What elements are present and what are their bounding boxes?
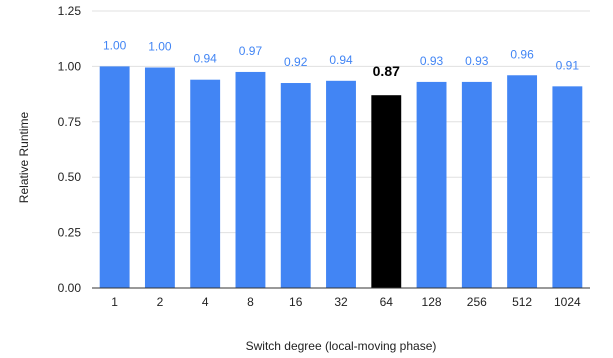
x-tick-label: 16 xyxy=(289,295,303,309)
bar-1024 xyxy=(552,86,583,289)
data-label-32: 0.94 xyxy=(329,53,353,67)
bar-4 xyxy=(190,79,221,288)
x-tick-label: 1024 xyxy=(554,295,581,309)
x-tick-label: 64 xyxy=(380,295,394,309)
x-tick-label: 512 xyxy=(512,295,532,309)
bar-1 xyxy=(99,66,130,289)
bar-32 xyxy=(326,80,356,288)
y-tick-label: 0.50 xyxy=(58,170,82,184)
y-axis-title: Relative Runtime xyxy=(17,111,31,203)
data-label-1024: 0.91 xyxy=(556,58,580,72)
x-axis-title: Switch degree (local-moving phase) xyxy=(246,339,437,353)
data-label-16: 0.92 xyxy=(284,55,308,69)
y-tick-label: 0.75 xyxy=(58,115,82,129)
data-label-512: 0.96 xyxy=(510,47,534,61)
bar-16 xyxy=(280,83,311,289)
bar-128 xyxy=(416,81,447,288)
data-label-2: 1.00 xyxy=(148,40,172,54)
bars xyxy=(99,66,583,289)
x-tick-label: 4 xyxy=(202,295,209,309)
data-label-1: 1.00 xyxy=(103,38,127,52)
x-axis-ticks: 1 2 4 8 16 32 64 128 256 512 1024 xyxy=(111,295,581,309)
data-label-256: 0.93 xyxy=(465,54,489,68)
bar-512 xyxy=(507,75,538,288)
bar-64 xyxy=(371,95,402,288)
bar-256 xyxy=(461,81,492,288)
y-axis-ticks: 0.00 0.25 0.50 0.75 1.00 1.25 xyxy=(58,4,82,295)
y-tick-label: 1.25 xyxy=(58,4,82,18)
x-tick-label: 256 xyxy=(467,295,487,309)
bar-8 xyxy=(235,71,266,288)
y-tick-label: 0.25 xyxy=(58,226,82,240)
x-tick-label: 128 xyxy=(422,295,442,309)
y-tick-label: 1.00 xyxy=(58,59,82,73)
data-label-4: 0.94 xyxy=(194,52,218,66)
data-label-128: 0.93 xyxy=(420,54,444,68)
data-label-8: 0.97 xyxy=(239,44,263,58)
x-tick-label: 8 xyxy=(247,295,254,309)
data-label-64: 0.87 xyxy=(373,63,400,79)
data-labels: 1.00 1.00 0.94 0.97 0.92 0.94 0.87 0.93 0.93 0.96… xyxy=(103,38,579,79)
bar-2 xyxy=(144,67,175,289)
x-tick-label: 2 xyxy=(157,295,164,309)
y-tick-label: 0.00 xyxy=(58,281,82,295)
x-tick-label: 1 xyxy=(111,295,118,309)
x-tick-label: 32 xyxy=(334,295,348,309)
